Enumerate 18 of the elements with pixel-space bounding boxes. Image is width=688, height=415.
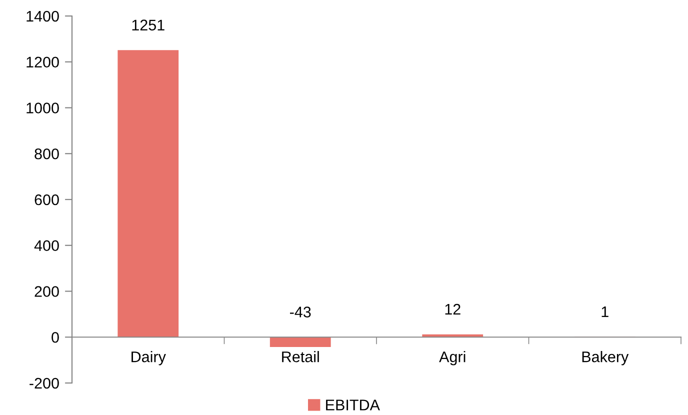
y-tick-label: 600 xyxy=(34,194,59,206)
x-tick-label: Dairy xyxy=(132,351,166,366)
y-tick-label: 800 xyxy=(34,148,59,160)
x-tick-label: Retail xyxy=(282,351,319,362)
x-tick-label: Agri xyxy=(439,351,466,366)
y-tick-label: 1200 xyxy=(26,56,59,68)
y-tick-label: -200 xyxy=(30,378,59,389)
y-tick-label: 0 xyxy=(52,332,59,343)
x-tick-label: Bakery xyxy=(582,351,629,366)
y-tick-label: 1400 xyxy=(26,10,59,22)
y-tick-label: 400 xyxy=(34,240,59,252)
y-tick-label: 1000 xyxy=(26,102,59,114)
data-label: -43 xyxy=(290,306,311,318)
y-tick-label: 200 xyxy=(34,286,59,297)
data-label: 1251 xyxy=(132,20,164,30)
data-label: 12 xyxy=(445,304,460,315)
data-label: 1 xyxy=(602,306,608,318)
legend-label: EBITDA xyxy=(326,400,380,410)
